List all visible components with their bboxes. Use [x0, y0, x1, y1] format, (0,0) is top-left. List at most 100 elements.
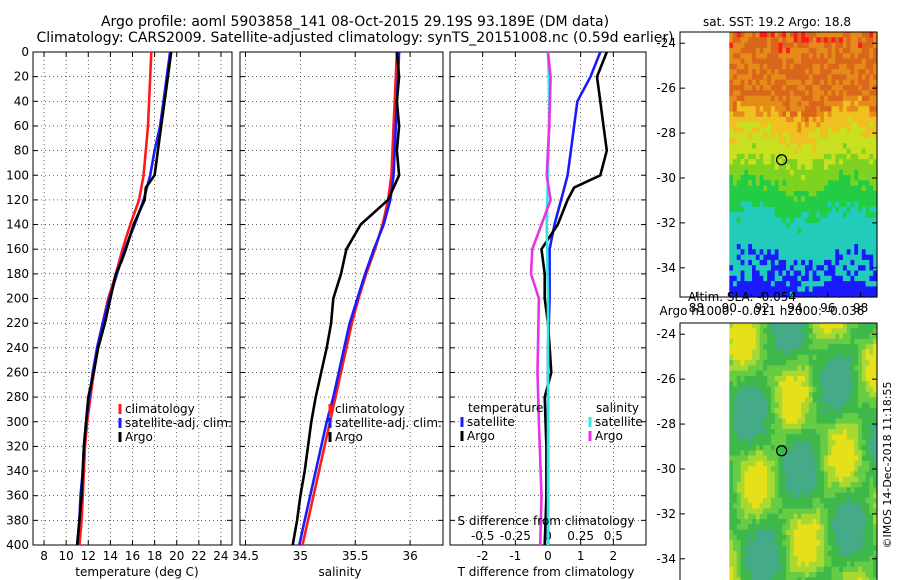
map-cell	[839, 471, 844, 478]
map-cell	[770, 185, 776, 192]
map-cell	[744, 143, 749, 150]
map-cell	[744, 42, 749, 49]
map-cell	[740, 159, 745, 166]
map-cell	[835, 244, 840, 250]
map-cell	[820, 566, 825, 573]
map-cell	[858, 185, 863, 192]
map-cell	[842, 370, 848, 377]
map-cell	[842, 572, 848, 578]
map-cell	[850, 545, 855, 552]
map-cell	[786, 476, 791, 483]
map-cell	[770, 328, 776, 335]
map-cell	[782, 482, 787, 488]
map-cell	[858, 540, 863, 547]
map-cell	[835, 212, 840, 219]
map-cell	[755, 482, 761, 488]
map-cell	[774, 286, 780, 293]
map-cell	[854, 244, 859, 250]
map-cell	[789, 244, 795, 250]
map-cell	[873, 153, 878, 160]
map-cell	[805, 132, 810, 139]
map-cell	[797, 423, 802, 430]
map-cell	[786, 175, 791, 181]
map-cell	[797, 201, 802, 208]
map-cell	[805, 439, 810, 446]
map-cell	[748, 550, 753, 557]
map-cell	[748, 32, 753, 38]
map-cell	[842, 429, 848, 435]
map-cell	[805, 222, 810, 229]
map-cell	[729, 550, 734, 557]
map-cell	[808, 63, 814, 70]
map-cell	[778, 281, 783, 287]
map-cell	[774, 79, 780, 86]
map-cell	[759, 333, 764, 340]
map-cell	[797, 85, 802, 91]
map-cell	[801, 497, 806, 504]
map-cell	[824, 323, 829, 329]
map-cell	[869, 376, 874, 382]
map-cell	[740, 206, 745, 213]
map-cell	[846, 275, 852, 282]
map-cell	[778, 338, 783, 345]
map-cell	[755, 386, 761, 393]
map-cell	[755, 106, 761, 113]
map-cell	[865, 540, 870, 547]
map-cell	[770, 455, 776, 462]
map-cell	[789, 32, 795, 38]
map-cell	[774, 63, 780, 70]
map-cell	[820, 444, 825, 451]
map-cell	[805, 349, 810, 356]
map-cell	[793, 196, 799, 203]
map-cell	[744, 466, 749, 472]
map-cell	[729, 333, 734, 340]
map-cell	[748, 180, 753, 187]
map-cell	[812, 291, 817, 298]
map-cell	[755, 201, 761, 208]
map-cell	[812, 370, 817, 377]
map-cell	[736, 513, 742, 520]
map-cell	[854, 376, 859, 382]
map-cell	[733, 122, 738, 128]
map-cell	[827, 487, 833, 494]
map-cell	[869, 476, 874, 483]
map-cell	[801, 550, 806, 557]
map-cell	[778, 74, 783, 81]
map-cell	[824, 418, 829, 425]
map-cell	[824, 524, 829, 531]
map-cell	[793, 95, 799, 102]
map-cell	[767, 159, 772, 166]
map-cell	[759, 175, 764, 181]
map-cell	[770, 386, 776, 393]
map-cell	[820, 338, 825, 345]
map-cell	[736, 482, 742, 488]
map-cell	[759, 233, 764, 240]
map-cell	[789, 127, 795, 134]
map-cell	[736, 85, 742, 91]
map-cell	[740, 524, 745, 531]
map-cell	[748, 333, 753, 340]
map-cell	[839, 79, 844, 86]
map-cell	[839, 143, 844, 150]
map-cell	[835, 407, 840, 414]
map-cell	[865, 196, 870, 203]
map-cell	[873, 127, 878, 134]
map-cell	[858, 79, 863, 86]
map-cell	[805, 53, 810, 60]
map-cell	[748, 418, 753, 425]
map-cell	[873, 370, 878, 377]
map-cell	[808, 508, 814, 515]
map-cell	[733, 222, 738, 229]
map-cell	[767, 423, 772, 430]
map-cell	[850, 201, 855, 208]
map-cell	[850, 476, 855, 483]
map-cell	[824, 191, 829, 197]
map-cell	[748, 201, 753, 208]
map-cell	[842, 444, 848, 451]
map-cell	[744, 497, 749, 504]
map-cell	[778, 413, 783, 419]
map-cell	[831, 529, 836, 536]
map-cell	[831, 138, 836, 144]
map-cell	[865, 85, 870, 91]
map-cell	[763, 566, 768, 573]
